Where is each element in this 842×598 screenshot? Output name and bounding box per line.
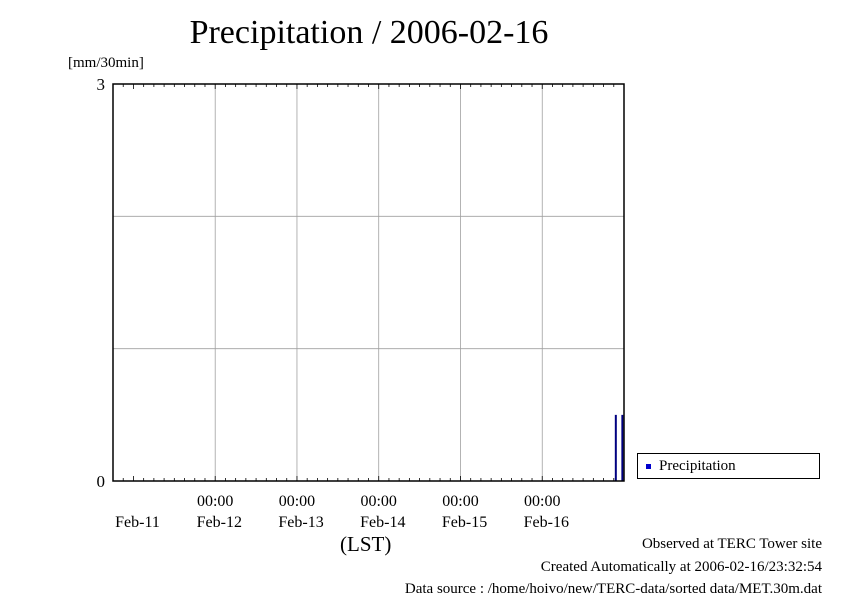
x-date-label: Feb-16 xyxy=(524,514,569,531)
x-date-label: Feb-14 xyxy=(360,514,405,531)
x-axis: 00:00 00:00 00:00 00:00 00:00 Feb-11 Feb-12 Feb… xyxy=(112,84,625,531)
grid-lines xyxy=(113,83,624,482)
y-tick-label: 3 xyxy=(97,75,106,94)
y-tick-label: 0 xyxy=(97,472,106,491)
legend-swatch xyxy=(646,463,651,469)
x-time-label: 00:00 xyxy=(360,493,396,510)
x-axis-label: (LST) xyxy=(340,532,392,556)
legend: Precipitation xyxy=(637,453,820,479)
x-time-label: 00:00 xyxy=(197,493,233,510)
data-bars xyxy=(614,414,624,481)
x-time-label: 00:00 xyxy=(524,493,560,510)
x-time-label: 00:00 xyxy=(279,493,315,510)
x-date-label: Feb-15 xyxy=(442,514,487,531)
legend-label: Precipitation xyxy=(659,457,736,474)
x-date-label: Feb-12 xyxy=(197,514,242,531)
y-axis: 03 xyxy=(97,75,106,491)
plot-frame xyxy=(112,83,625,482)
chart-title: Precipitation / 2006-02-16 xyxy=(189,14,549,51)
x-date-label: Feb-13 xyxy=(278,514,323,531)
x-time-label: 00:00 xyxy=(442,493,478,510)
footer-created: Created Automatically at 2006-02-16/23:3… xyxy=(540,559,822,575)
x-date-label: Feb-11 xyxy=(115,514,160,531)
footer-observed: Observed at TERC Tower site xyxy=(641,536,822,552)
y-axis-unit: [mm/30min] xyxy=(68,55,144,71)
footer-source: Data source : /home/hoivo/new/TERC-data/… xyxy=(404,581,822,597)
